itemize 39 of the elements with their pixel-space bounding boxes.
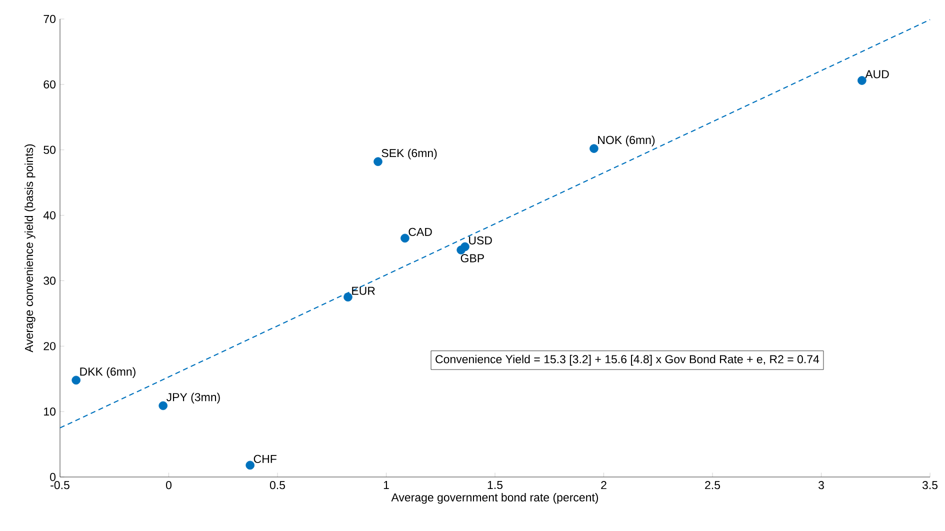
annotation: SEK (6mn)	[382, 148, 437, 160]
annotation: JPY (3mn)	[166, 392, 220, 404]
point	[858, 76, 866, 85]
y-tick-label: 0	[50, 472, 56, 482]
y-tick-label: 20	[44, 342, 56, 350]
annotation: CAD	[408, 228, 432, 236]
x-axis-title: Average government bond rate (percent)	[391, 493, 598, 504]
x-tick-label: 1.5	[488, 481, 503, 490]
annotation: EUR	[352, 286, 375, 295]
annotation: DKK (6mn)	[80, 367, 136, 378]
y-tick-label: 50	[44, 146, 56, 154]
point	[400, 234, 410, 243]
annotation: USD	[469, 236, 492, 244]
point	[460, 242, 470, 252]
point	[590, 144, 598, 153]
annotation: AUD	[865, 70, 889, 78]
x-tick-label: 3.5	[922, 481, 938, 490]
annotation: Convenience Yield = 15.3 [3.2] + 15.6 [4.8] x Gov Bond Rate + e, R2 = 0.74	[436, 354, 820, 366]
y-axis-title: Average convenience yield (basis points)	[24, 144, 36, 352]
y-tick-label: 70	[44, 14, 56, 24]
point	[72, 376, 80, 385]
point	[344, 292, 352, 302]
x-tick-label: -0.5	[50, 481, 70, 490]
y-tick-label: 10	[44, 407, 56, 416]
annotation: NOK (6mn)	[598, 136, 655, 146]
x-tick-label: 0	[166, 481, 172, 490]
y-tick-label: 60	[44, 80, 56, 88]
annotation: CHF	[254, 454, 276, 464]
x-tick-label: 1	[384, 481, 389, 489]
annotation: GBP	[460, 254, 484, 262]
y-tick-label: 30	[44, 276, 56, 285]
x-tick-label: 3	[818, 481, 824, 490]
point	[246, 460, 254, 470]
x-tick-label: 0.5	[270, 481, 286, 490]
x-tick-label: 2.5	[705, 481, 720, 490]
y-tick-label: 40	[43, 211, 56, 220]
point	[374, 157, 382, 166]
point	[158, 401, 168, 410]
x-tick-label: 2	[601, 481, 606, 490]
